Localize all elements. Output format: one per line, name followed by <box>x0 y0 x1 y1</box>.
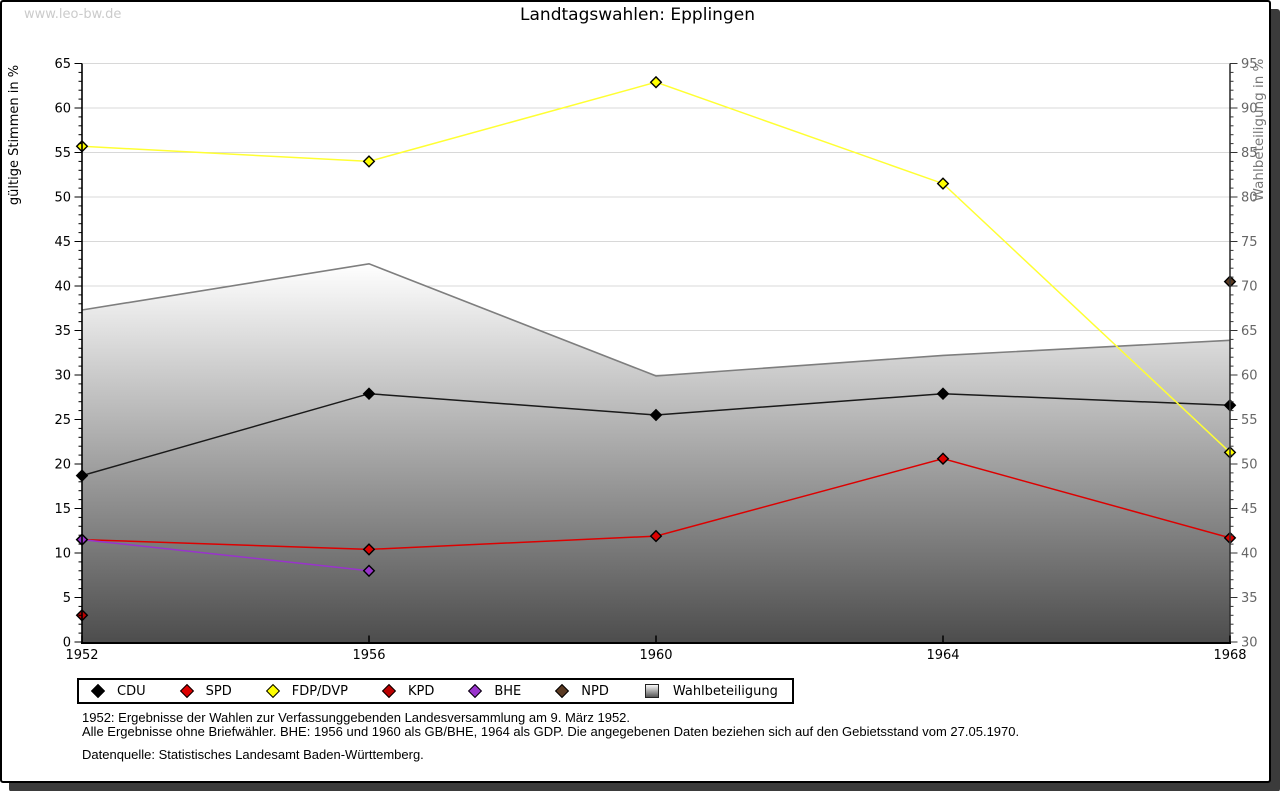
svg-text:80: 80 <box>1241 191 1258 206</box>
data-point-marker <box>362 564 376 578</box>
data-point-marker <box>936 452 950 465</box>
svg-text:0: 0 <box>63 636 71 651</box>
legend-item-spd: SPD <box>179 683 232 699</box>
svg-text:60: 60 <box>1241 369 1258 384</box>
svg-text:30: 30 <box>1241 636 1258 651</box>
svg-text:40: 40 <box>54 280 71 295</box>
right-axis <box>1229 63 1238 643</box>
svg-text:85: 85 <box>1241 146 1258 161</box>
footnote-line: 1952: Ergebnisse der Wahlen zur Verfassu… <box>82 710 631 725</box>
legend: CDU SPD FDP/DVP KPD BHE NPD Wahlbeteilig… <box>77 678 794 704</box>
legend-label: BHE <box>494 683 522 699</box>
svg-text:30: 30 <box>54 369 71 384</box>
right-axis-tick-labels: 30 35 40 45 50 55 60 65 70 75 80 85 90 95 <box>1241 57 1258 651</box>
svg-text:5: 5 <box>63 591 71 606</box>
left-axis-title: gültige Stimmen in % <box>7 65 22 205</box>
legend-item-cdu: CDU <box>90 683 146 699</box>
bhe-marker-icon <box>468 683 483 699</box>
left-axis-tick-labels: 0 5 10 15 20 25 30 35 40 45 50 55 60 65 <box>54 57 71 651</box>
kpd-marker-icon <box>381 683 397 699</box>
legend-item-kpd: KPD <box>381 683 435 699</box>
cdu-marker-icon <box>90 683 106 699</box>
svg-text:65: 65 <box>54 57 71 72</box>
svg-text:90: 90 <box>1241 102 1258 117</box>
right-axis-title: Wahlbeteiligung in % <box>1251 58 1267 201</box>
svg-text:10: 10 <box>54 547 71 562</box>
x-axis-tick-labels: 1952 1956 1960 1964 1968 <box>65 648 1246 663</box>
x-axis <box>81 635 1231 644</box>
legend-label: Wahlbeteiligung <box>672 683 778 699</box>
legend-item-fdp-dvp: FDP/DVP <box>265 683 348 699</box>
svg-text:1952: 1952 <box>65 648 98 663</box>
data-point-marker <box>936 387 950 400</box>
election-chart: 0 5 10 15 20 25 30 35 40 45 50 55 60 65 gültige Stimme… <box>7 57 1267 663</box>
svg-text:20: 20 <box>54 458 71 473</box>
data-point-marker <box>649 529 663 543</box>
svg-text:55: 55 <box>1241 413 1258 428</box>
npd-marker-icon <box>555 683 570 699</box>
legend-item-wahlbeteiligung: Wahlbeteiligung <box>644 683 778 699</box>
svg-text:50: 50 <box>54 191 71 206</box>
legend-item-npd: NPD <box>555 683 609 699</box>
svg-text:55: 55 <box>54 146 71 161</box>
left-axis <box>74 63 83 643</box>
footnotes: 1952: Ergebnisse der Wahlen zur Verfassu… <box>82 711 1019 762</box>
data-point-marker <box>649 408 663 422</box>
svg-text:45: 45 <box>54 235 71 250</box>
svg-text:75: 75 <box>1241 235 1258 250</box>
data-point-marker <box>936 177 950 190</box>
wahlbeteiligung-area <box>81 262 1231 642</box>
svg-text:60: 60 <box>54 102 71 117</box>
svg-text:25: 25 <box>54 413 71 428</box>
legend-label: FDP/DVP <box>291 683 348 699</box>
watermark: www.leo-bw.de <box>24 7 122 22</box>
legend-label: CDU <box>117 683 146 699</box>
svg-text:1960: 1960 <box>639 648 672 663</box>
svg-text:70: 70 <box>1241 280 1258 295</box>
svg-text:45: 45 <box>1241 502 1258 517</box>
svg-text:35: 35 <box>1241 591 1258 606</box>
legend-item-bhe: BHE <box>468 683 522 699</box>
data-source: Datenquelle: Statistisches Landesamt Bad… <box>82 747 424 762</box>
data-point-marker <box>362 155 376 168</box>
svg-text:1968: 1968 <box>1213 648 1246 663</box>
svg-text:15: 15 <box>54 502 71 517</box>
wahlbeteiligung-marker-icon <box>644 684 659 698</box>
legend-label: KPD <box>407 683 435 699</box>
svg-text:1956: 1956 <box>352 648 385 663</box>
legend-label: SPD <box>205 683 232 699</box>
data-point-marker <box>362 387 376 400</box>
svg-text:65: 65 <box>1241 324 1258 339</box>
svg-text:1964: 1964 <box>926 648 959 663</box>
series-bhe <box>75 533 376 578</box>
svg-text:40: 40 <box>1241 547 1258 562</box>
svg-text:95: 95 <box>1241 57 1258 72</box>
svg-text:35: 35 <box>54 324 71 339</box>
spd-marker-icon <box>179 683 194 699</box>
data-point-marker <box>649 75 663 89</box>
page-title: Landtagswahlen: Epplingen <box>520 5 755 25</box>
data-point-marker <box>362 543 376 556</box>
legend-label: NPD <box>581 683 609 699</box>
footnote-line: Alle Ergebnisse ohne Briefwähler. BHE: 1… <box>82 724 1020 739</box>
fdp-marker-icon <box>265 683 280 699</box>
svg-text:50: 50 <box>1241 458 1258 473</box>
